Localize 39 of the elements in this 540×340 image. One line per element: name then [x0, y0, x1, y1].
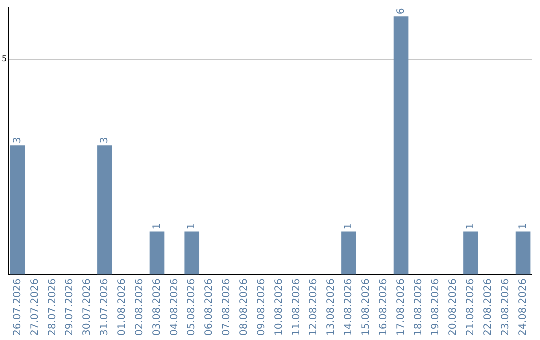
x-tick-label: 19.08.2026 — [430, 278, 442, 336]
x-tick-label: 09.08.2026 — [256, 278, 268, 336]
data-label: 1 — [186, 223, 198, 230]
x-tick-label: 03.08.2026 — [152, 278, 163, 336]
data-label: 3 — [12, 137, 24, 144]
x-tick-label: 28.07.2026 — [47, 278, 58, 336]
data-label: 1 — [518, 223, 529, 230]
x-tick-label: 31.07.2026 — [100, 278, 111, 336]
data-label: 1 — [344, 223, 355, 230]
x-tick-label: 15.08.2026 — [361, 278, 372, 336]
x-tick-label: 26.07.2026 — [12, 278, 24, 336]
x-tick-label: 01.08.2026 — [116, 278, 128, 336]
x-tick-label: 18.08.2026 — [413, 278, 424, 336]
x-tick-label: 10.08.2026 — [274, 278, 285, 336]
x-tick-label: 08.08.2026 — [238, 278, 250, 336]
x-tick-label: 02.08.2026 — [134, 278, 146, 336]
data-label: 6 — [396, 8, 407, 15]
x-tick-label: 30.07.2026 — [82, 278, 94, 336]
x-tick-label: 14.08.2026 — [344, 278, 355, 336]
x-tick-label: 20.08.2026 — [448, 278, 460, 336]
x-tick-label: 17.08.2026 — [396, 278, 407, 336]
data-label: 1 — [152, 223, 163, 230]
x-tick-label: 11.08.2026 — [291, 278, 302, 336]
x-tick-label: 29.07.2026 — [64, 278, 76, 336]
x-tick-label: 07.08.2026 — [222, 278, 233, 336]
x-tick-label: 21.08.2026 — [466, 278, 477, 336]
x-tick-label: 27.07.2026 — [30, 278, 41, 336]
x-tick-label: 13.08.2026 — [326, 278, 338, 336]
x-tick-label: 24.08.2026 — [518, 278, 529, 336]
data-label: 1 — [466, 223, 477, 230]
x-tick-label: 05.08.2026 — [186, 278, 198, 336]
x-tick-label: 23.08.2026 — [500, 278, 512, 336]
x-tick-label: 12.08.2026 — [308, 278, 320, 336]
data-label: 3 — [100, 137, 111, 144]
x-tick-label: 16.08.2026 — [378, 278, 390, 336]
y-tick-label: 5 — [2, 54, 8, 64]
x-tick-label: 04.08.2026 — [169, 278, 180, 336]
x-tick-label: 22.08.2026 — [483, 278, 494, 336]
x-tick-label: 06.08.2026 — [204, 278, 216, 336]
